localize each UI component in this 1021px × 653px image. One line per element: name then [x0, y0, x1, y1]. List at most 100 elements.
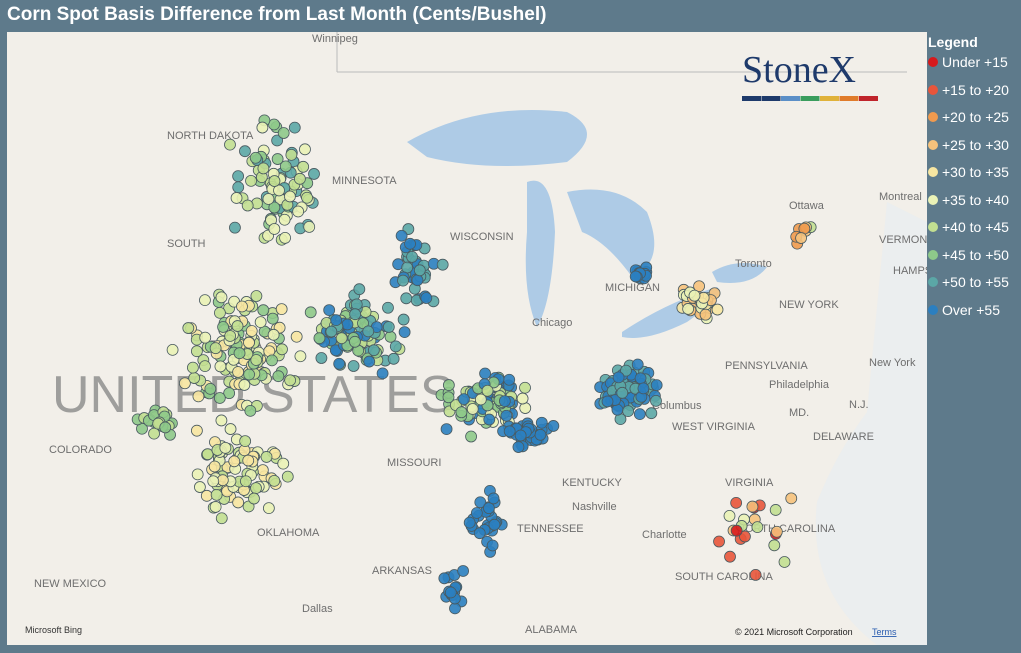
site-dot	[481, 384, 494, 397]
site-dot	[308, 168, 320, 180]
site-dot	[682, 303, 695, 315]
site-dot	[277, 127, 290, 139]
site-dot	[629, 270, 642, 283]
legend-item: +20 to +25	[928, 109, 1009, 137]
map-label: NORTH DAKOTA	[167, 130, 254, 142]
lake-huron	[567, 189, 655, 277]
site-dot	[650, 379, 663, 392]
legend-swatch	[928, 304, 938, 315]
site-dot	[473, 527, 486, 540]
site-dot	[159, 421, 172, 434]
site-dot	[622, 405, 635, 418]
site-dot	[215, 291, 228, 304]
site-dot	[266, 354, 278, 367]
site-dot	[250, 354, 263, 366]
map-label: Dallas	[302, 603, 333, 615]
site-dot	[209, 342, 222, 355]
site-dot	[637, 382, 650, 395]
site-dot	[333, 357, 346, 370]
site-dot	[367, 344, 380, 357]
site-dot	[199, 294, 211, 307]
site-dot	[272, 370, 285, 383]
site-dot	[449, 602, 461, 615]
site-dot	[620, 364, 632, 377]
site-dot	[268, 201, 281, 214]
map-label: SOUTH	[167, 238, 206, 250]
site-dot	[730, 524, 743, 537]
site-dot	[279, 160, 292, 173]
site-dot	[751, 521, 764, 534]
terms[interactable]: Terms	[872, 627, 897, 637]
logo-bar-part	[742, 96, 761, 101]
site-dot	[442, 379, 455, 391]
map-label: New York	[869, 357, 916, 369]
site-dot	[243, 368, 255, 381]
site-dot	[256, 121, 269, 134]
site-dot	[362, 325, 375, 338]
site-dot	[213, 392, 226, 404]
legend-label: +20 to +25	[942, 109, 1009, 125]
map-label: VERMONT	[879, 234, 927, 246]
logo-bar-part	[781, 96, 800, 101]
legend-swatch	[928, 139, 938, 150]
site-dot	[323, 304, 336, 317]
map-label: SOUTH CAROLINA	[675, 571, 773, 583]
site-dot	[214, 360, 227, 373]
legend-label: +30 to +35	[942, 164, 1009, 180]
site-dot	[279, 232, 291, 244]
site-dot	[232, 366, 245, 378]
legend-item: +35 to +40	[928, 192, 1009, 220]
legend-swatch	[928, 249, 938, 260]
site-dot	[547, 420, 560, 432]
legend-swatch	[928, 167, 938, 177]
map-label: MINNESOTA	[332, 175, 397, 187]
logo-bar	[742, 96, 878, 101]
site-dot	[503, 373, 516, 386]
site-dot	[304, 306, 317, 319]
site-dot	[387, 352, 400, 365]
map-label: WISCONSIN	[450, 231, 514, 243]
site-dot	[778, 556, 791, 568]
site-dot	[224, 423, 237, 435]
legend-item: +15 to +20	[928, 82, 1009, 110]
site-dot	[315, 352, 328, 364]
site-dot	[746, 500, 759, 513]
site-dot	[633, 408, 646, 421]
site-dot	[397, 274, 409, 287]
site-dot	[166, 343, 179, 356]
site-dot	[611, 403, 624, 416]
map-label: N.J.	[849, 399, 869, 411]
site-dot	[232, 496, 245, 509]
site-dot	[442, 391, 455, 404]
site-dot	[645, 407, 658, 420]
site-dot	[349, 308, 362, 321]
site-dot	[519, 381, 531, 394]
site-dot	[243, 336, 255, 349]
legend-swatch	[928, 84, 938, 95]
site-dot	[498, 395, 511, 408]
logo-bar-part	[839, 96, 859, 101]
map-label: WEST VIRGINIA	[672, 421, 756, 433]
site-dot	[285, 148, 298, 161]
map-label: Columbus	[652, 400, 702, 412]
site-dot	[363, 355, 376, 368]
site-dot	[457, 565, 469, 577]
site-dot	[631, 358, 644, 371]
site-dot	[516, 392, 529, 405]
site-dot	[335, 332, 348, 345]
site-dot	[224, 138, 236, 151]
legend: Legend Under +15 +15 to +20 +20 to +25 +25 …	[928, 34, 1009, 329]
map-label: KENTUCKY	[562, 477, 623, 489]
legend-item: +45 to +50	[928, 247, 1009, 275]
site-dot	[458, 393, 470, 406]
site-dot	[297, 160, 310, 173]
site-dot	[273, 184, 285, 197]
map-label: MICHIGAN	[605, 282, 660, 294]
site-dot	[395, 229, 408, 242]
ocean	[815, 202, 927, 645]
site-dot	[271, 134, 284, 147]
legend-swatch	[928, 112, 938, 122]
legend-swatch	[928, 222, 938, 232]
